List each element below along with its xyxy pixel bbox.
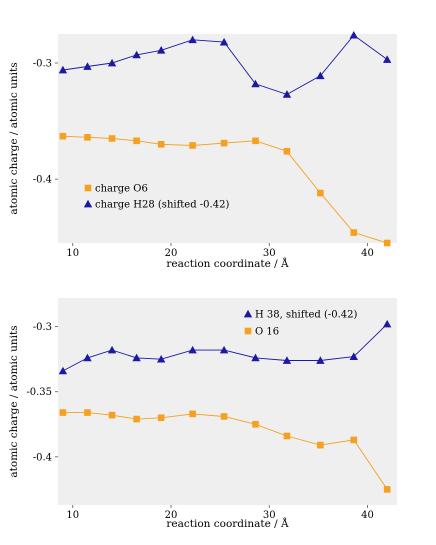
data-point	[349, 352, 358, 360]
data-point	[132, 353, 141, 362]
data-point	[282, 356, 292, 364]
data-point	[316, 71, 325, 80]
data-point	[58, 366, 68, 375]
plot-area	[58, 298, 397, 505]
legend-marker	[244, 327, 252, 335]
legend-marker	[83, 199, 93, 208]
data-point	[83, 62, 92, 70]
y-axis-label: atomic charge / atomic units	[8, 62, 20, 214]
y-tick-label: -0.3	[33, 322, 52, 333]
x-tick-label: 20	[165, 510, 178, 521]
x-axis-label: reaction coordinate / Å	[166, 256, 289, 270]
x-tick-label: 10	[66, 510, 79, 521]
data-point	[349, 30, 358, 39]
data-point	[252, 420, 259, 428]
data-point	[84, 409, 91, 416]
data-point	[317, 441, 324, 449]
data-point	[133, 415, 140, 423]
data-point	[59, 409, 67, 416]
data-point	[188, 35, 197, 44]
data-point	[107, 345, 117, 354]
x-tick-label: 40	[361, 248, 374, 259]
data-point	[157, 141, 165, 148]
data-point	[316, 356, 325, 364]
y-tick-label: -0.4	[33, 175, 52, 186]
x-tick-label: 30	[263, 510, 276, 521]
legend-label: O 16	[255, 327, 279, 338]
data-point	[58, 65, 68, 74]
data-point	[108, 135, 116, 142]
legend-marker	[84, 184, 92, 192]
data-point	[84, 134, 91, 141]
legend-label: charge O6	[95, 184, 148, 195]
chart-panel-1: 10 20 30 40 -0.3 -0.4 reaction coordinate / Å a…	[8, 30, 397, 270]
data-point	[220, 413, 228, 420]
data-point	[382, 55, 392, 63]
x-tick-label: 20	[165, 248, 178, 259]
y-tick-label: -0.35	[26, 387, 52, 398]
data-point	[283, 147, 291, 155]
data-point	[252, 137, 259, 145]
data-point	[189, 142, 196, 149]
y-tick-label: -0.3	[33, 59, 52, 70]
data-point	[317, 189, 324, 197]
data-point	[107, 58, 117, 67]
y-tick-label: -0.4	[33, 452, 52, 463]
chart-panel-2: 10 20 30 40 -0.3 -0.35 -0.4 reaction coordinate…	[8, 298, 397, 530]
data-point	[251, 353, 260, 362]
data-point	[219, 37, 229, 46]
series-line	[62, 34, 388, 95]
series-line	[62, 135, 388, 244]
x-tick-label: 40	[361, 510, 374, 521]
data-point	[83, 353, 92, 362]
data-point	[350, 436, 358, 444]
data-point	[189, 410, 196, 418]
data-point	[350, 229, 358, 236]
series-line	[62, 323, 388, 372]
data-point	[156, 46, 166, 54]
data-point	[133, 137, 140, 145]
data-point	[132, 50, 141, 59]
data-point	[188, 345, 197, 354]
legend-label: charge H28 (shifted -0.42)	[95, 200, 229, 211]
legend-marker	[243, 309, 253, 318]
data-point	[383, 486, 391, 493]
x-tick-label: 30	[263, 248, 276, 259]
data-point	[282, 90, 292, 98]
data-point	[219, 345, 229, 354]
data-point	[220, 139, 228, 147]
data-point	[156, 354, 166, 363]
data-point	[251, 79, 260, 88]
data-point	[283, 432, 291, 440]
x-axis-label: reaction coordinate / Å	[166, 516, 289, 530]
data-point	[59, 132, 67, 140]
y-axis-label: atomic charge / atomic units	[8, 325, 20, 477]
x-tick-label: 10	[66, 248, 79, 259]
data-point	[382, 319, 392, 328]
data-point	[157, 414, 165, 422]
data-point	[383, 239, 391, 247]
legend-label: H 38, shifted (-0.42)	[255, 310, 358, 321]
data-point	[108, 411, 116, 419]
series-line	[62, 412, 388, 490]
